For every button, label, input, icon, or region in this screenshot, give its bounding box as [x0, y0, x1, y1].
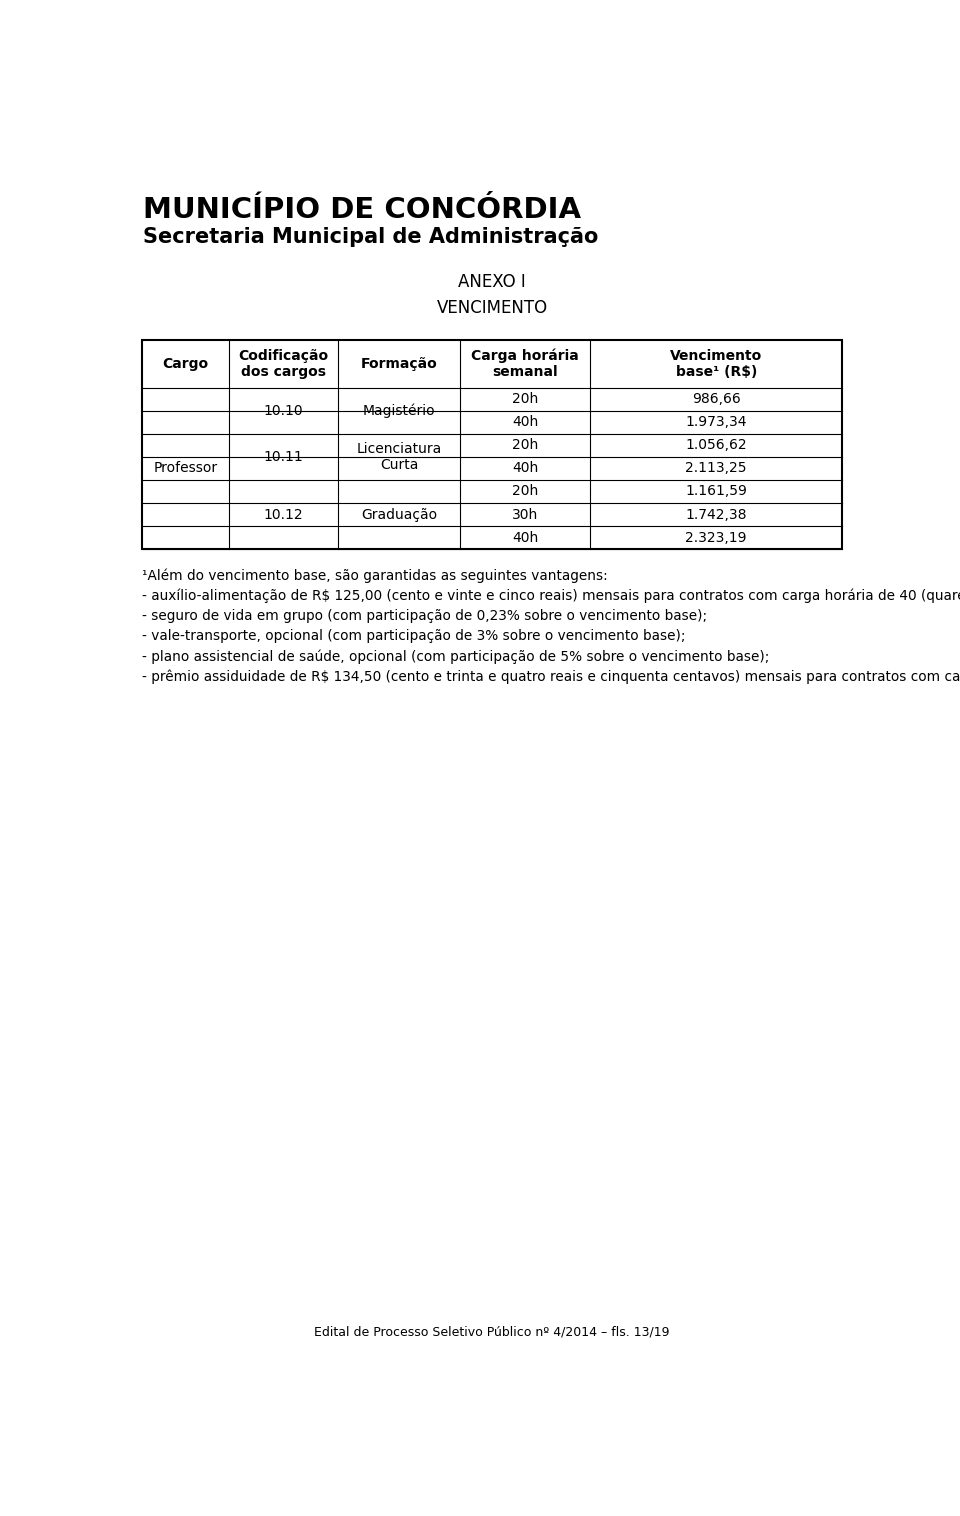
- Text: 2.323,19: 2.323,19: [685, 531, 747, 544]
- Text: 986,66: 986,66: [692, 393, 740, 406]
- Text: 20h: 20h: [512, 485, 539, 499]
- Text: - prêmio assiduidade de R$ 134,50 (cento e trinta e quatro reais e cinquenta cen: - prêmio assiduidade de R$ 134,50 (cento…: [142, 669, 960, 684]
- Text: Carga horária
semanal: Carga horária semanal: [471, 349, 579, 379]
- Text: 10.11: 10.11: [264, 450, 303, 464]
- Text: - vale-transporte, opcional (com participação de 3% sobre o vencimento base);: - vale-transporte, opcional (com partici…: [142, 629, 685, 643]
- Text: 20h: 20h: [512, 393, 539, 406]
- Text: 40h: 40h: [512, 415, 539, 429]
- Text: 40h: 40h: [512, 531, 539, 544]
- Text: 1.056,62: 1.056,62: [685, 438, 747, 452]
- Text: Formação: Formação: [361, 356, 438, 370]
- Text: ANEXO I: ANEXO I: [458, 273, 526, 291]
- Text: 1.973,34: 1.973,34: [685, 415, 747, 429]
- Text: VENCIMENTO: VENCIMENTO: [437, 299, 547, 317]
- Text: Vencimento
base¹ (R$): Vencimento base¹ (R$): [670, 349, 762, 379]
- Text: MUNICÍPIO DE CONCÓRDIA: MUNICÍPIO DE CONCÓRDIA: [143, 196, 581, 224]
- Text: 40h: 40h: [512, 461, 539, 476]
- Text: Secretaria Municipal de Administração: Secretaria Municipal de Administração: [143, 226, 599, 247]
- Text: Licenciatura
Curta: Licenciatura Curta: [356, 441, 442, 471]
- Text: Magistério: Magistério: [363, 403, 436, 418]
- Text: 2.113,25: 2.113,25: [685, 461, 747, 476]
- Text: ¹Além do vencimento base, são garantidas as seguintes vantagens:: ¹Além do vencimento base, são garantidas…: [142, 568, 608, 584]
- Text: 30h: 30h: [512, 508, 539, 522]
- Text: 1.742,38: 1.742,38: [685, 508, 747, 522]
- Text: Codificação
dos cargos: Codificação dos cargos: [238, 349, 328, 379]
- Bar: [142, 340, 842, 549]
- Text: 1.161,59: 1.161,59: [685, 485, 747, 499]
- Text: Professor: Professor: [154, 461, 218, 476]
- Text: Edital de Processo Seletivo Público nº 4/2014 – fls. 13/19: Edital de Processo Seletivo Público nº 4…: [314, 1326, 670, 1339]
- Text: Graduação: Graduação: [361, 508, 437, 522]
- Text: - plano assistencial de saúde, opcional (com participação de 5% sobre o vencimen: - plano assistencial de saúde, opcional …: [142, 649, 769, 664]
- Text: - seguro de vida em grupo (com participação de 0,23% sobre o vencimento base);: - seguro de vida em grupo (com participa…: [142, 609, 707, 623]
- Text: 10.12: 10.12: [264, 508, 303, 522]
- Text: 20h: 20h: [512, 438, 539, 452]
- Text: 10.10: 10.10: [264, 403, 303, 417]
- Text: Cargo: Cargo: [162, 356, 208, 370]
- Text: - auxílio-alimentação de R$ 125,00 (cento e vinte e cinco reais) mensais para co: - auxílio-alimentação de R$ 125,00 (cent…: [142, 588, 960, 603]
